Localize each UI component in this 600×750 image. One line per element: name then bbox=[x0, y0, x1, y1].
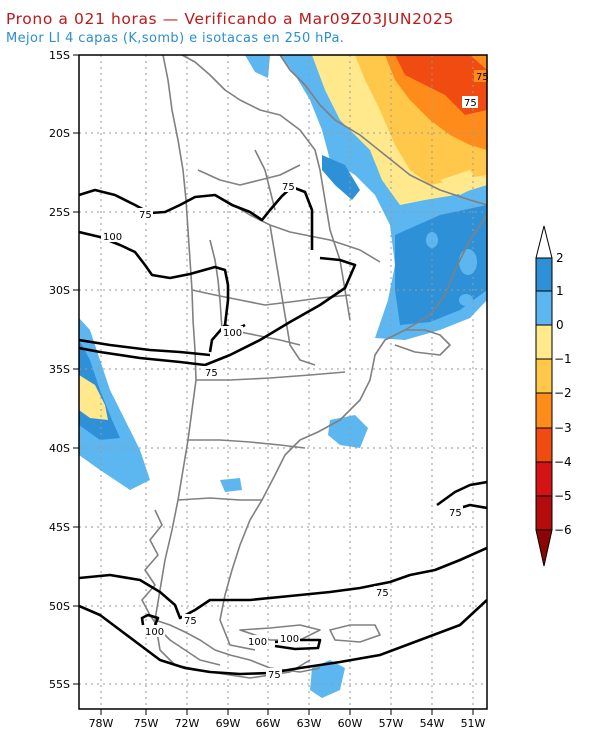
contour-label: 75 bbox=[139, 210, 152, 221]
colorbar-swatch bbox=[535, 257, 553, 292]
colorbar-label: −3 bbox=[554, 421, 572, 435]
map-title: Prono a 021 horas — Verificando a Mar09Z… bbox=[6, 10, 454, 28]
plot-frame bbox=[78, 54, 488, 710]
contour-label: 75 bbox=[268, 670, 281, 681]
contour-label: 75 bbox=[282, 182, 295, 193]
contour-label: 100 bbox=[145, 627, 164, 638]
colorbar-top-arrow bbox=[535, 225, 553, 259]
colorbar bbox=[535, 225, 553, 567]
colorbar-label: −2 bbox=[554, 386, 572, 400]
lat-label: 45S bbox=[49, 521, 70, 534]
colorbar-swatch bbox=[535, 290, 553, 326]
lon-label: 78W bbox=[89, 717, 114, 730]
colorbar-bottom-arrow bbox=[535, 529, 553, 567]
colorbar-swatch bbox=[535, 358, 553, 394]
lat-label: 35S bbox=[49, 363, 70, 376]
contour-label: 100 bbox=[103, 232, 122, 243]
lat-label: 50S bbox=[49, 600, 70, 613]
contour-label: 75 bbox=[376, 588, 389, 599]
map-subtitle: Mejor LI 4 capas (K,somb) e isotacas en … bbox=[6, 31, 345, 46]
colorbar-swatch bbox=[535, 461, 553, 497]
lat-label: 25S bbox=[49, 206, 70, 219]
lon-label: 60W bbox=[338, 717, 363, 730]
lon-label: 51W bbox=[461, 717, 486, 730]
colorbar-swatch bbox=[535, 495, 553, 531]
colorbar-swatch bbox=[535, 392, 553, 429]
lat-label: 20S bbox=[49, 127, 70, 140]
colorbar-label: −4 bbox=[554, 455, 572, 469]
lat-label: 55S bbox=[49, 678, 70, 691]
map-grid bbox=[79, 55, 487, 709]
lon-label: 75W bbox=[134, 717, 159, 730]
lon-label: 66W bbox=[256, 717, 281, 730]
isotach-contours bbox=[79, 185, 487, 676]
coastlines bbox=[141, 55, 487, 679]
lon-label: 54W bbox=[420, 717, 445, 730]
colorbar-label: 1 bbox=[556, 284, 564, 298]
contour-label: 75 bbox=[449, 508, 462, 519]
colorbar-label: −1 bbox=[554, 352, 572, 366]
longitude-axis: 78W 75W 72W 69W 66W 63W 60W 57W 54W 51W bbox=[89, 709, 486, 730]
lat-label: 15S bbox=[49, 49, 70, 62]
lon-label: 72W bbox=[175, 717, 200, 730]
colorbar-swatch bbox=[535, 427, 553, 463]
contour-labels: 75 75 75 75 100 100 75 75 75 100 75 100 … bbox=[101, 70, 489, 681]
colorbar-label: −6 bbox=[554, 523, 572, 537]
colorbar-swatch bbox=[535, 324, 553, 360]
lon-label: 57W bbox=[379, 717, 404, 730]
colorbar-label: 2 bbox=[556, 251, 564, 265]
colorbar-labels: 2 1 0 −1 −2 −3 −4 −5 −6 bbox=[554, 251, 572, 537]
lat-label: 30S bbox=[49, 284, 70, 297]
contour-label: 75 bbox=[464, 98, 477, 109]
lon-label: 63W bbox=[297, 717, 322, 730]
contour-label: 100 bbox=[223, 328, 242, 339]
contour-label: 75 bbox=[184, 616, 197, 627]
contour-label: 75 bbox=[205, 368, 218, 379]
lat-label: 40S bbox=[49, 442, 70, 455]
contour-label: 75 bbox=[476, 72, 489, 83]
contour-label: 100 bbox=[280, 634, 299, 645]
colorbar-label: 0 bbox=[556, 318, 564, 332]
contour-label: 100 bbox=[248, 637, 267, 648]
colorbar-label: −5 bbox=[554, 489, 572, 503]
lon-label: 69W bbox=[216, 717, 241, 730]
latitude-axis: 15S 20S 25S 30S 35S 40S 45S 50S 55S bbox=[49, 49, 79, 691]
